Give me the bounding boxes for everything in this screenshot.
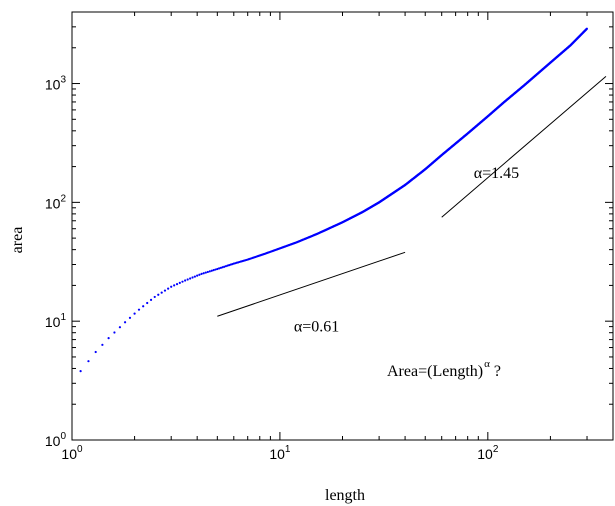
data-point <box>175 283 179 286</box>
data-point <box>160 291 163 294</box>
data-point <box>157 293 160 296</box>
reference-line <box>217 251 406 317</box>
x-tick-exponent: 1 <box>285 444 291 455</box>
y-tick-base: 10 <box>45 314 61 330</box>
data-point <box>200 272 203 275</box>
x-tick-exponent: 0 <box>77 444 83 455</box>
data-point <box>94 350 97 354</box>
data-point <box>170 285 173 288</box>
data-point <box>219 266 222 269</box>
data-point <box>153 295 156 299</box>
data-point <box>212 269 215 272</box>
y-tick-exponent: 2 <box>60 193 66 204</box>
data-point <box>206 270 209 274</box>
data-point <box>123 321 127 324</box>
data-point <box>167 287 170 290</box>
ticks-group <box>71 11 614 441</box>
plot-frame-group <box>71 11 614 441</box>
data-point <box>133 312 136 315</box>
x-tick-base: 10 <box>269 446 285 462</box>
formula-exponent: α <box>484 358 490 370</box>
data-point <box>178 281 181 284</box>
data-point <box>146 301 149 305</box>
x-axis-label: length <box>325 487 365 504</box>
x-tick-base: 10 <box>477 446 493 462</box>
data-point <box>184 279 187 282</box>
data-point <box>149 298 153 302</box>
data-point <box>223 265 226 268</box>
y-tick-exponent: 3 <box>60 75 66 86</box>
data-point <box>101 343 104 346</box>
data-point <box>208 270 211 273</box>
y-tick-base: 10 <box>45 195 61 211</box>
data-point <box>202 272 205 275</box>
formula-annotation: Area=(Length)α ? <box>387 358 501 380</box>
data-series <box>79 27 588 373</box>
data-point <box>137 308 141 311</box>
data-point <box>173 284 176 287</box>
data-point <box>189 277 192 280</box>
annotations: α=0.61 α=1.45 Area=(Length)α ? <box>294 165 519 380</box>
data-point <box>107 337 110 340</box>
x-tick-base: 10 <box>61 446 77 462</box>
x-tick-label: 102 <box>477 444 499 462</box>
data-point <box>193 275 196 278</box>
data-point <box>186 278 189 281</box>
data-point <box>214 268 217 271</box>
data-point <box>191 276 194 279</box>
y-axis-label: area <box>9 227 26 254</box>
data-point <box>113 331 116 334</box>
data-point <box>142 305 145 308</box>
data-point <box>221 266 224 269</box>
y-tick-label: 103 <box>45 75 67 93</box>
data-point <box>198 273 201 276</box>
y-tick-label: 102 <box>45 193 67 211</box>
y-tick-exponent: 1 <box>60 312 66 323</box>
data-point <box>181 280 184 283</box>
data-point <box>79 370 82 373</box>
data-point <box>218 267 221 270</box>
y-tick-exponent: 0 <box>60 431 66 442</box>
y-tick-base: 10 <box>45 77 61 93</box>
reference-lines <box>217 75 607 317</box>
data-point <box>128 316 132 319</box>
reference-line <box>441 75 607 218</box>
data-point <box>204 271 207 274</box>
x-tick-exponent: 2 <box>493 444 499 455</box>
y-tick-label: 100 <box>45 431 67 449</box>
plot-frame <box>71 11 614 441</box>
y-tick-label: 101 <box>45 312 67 330</box>
y-tick-base: 10 <box>45 433 61 449</box>
slope-label: α=0.61 <box>294 318 339 335</box>
x-tick-label: 100 <box>61 444 83 462</box>
data-point <box>118 326 122 329</box>
formula-base: Area=(Length) <box>387 363 483 380</box>
data-point <box>585 27 588 30</box>
formula-suffix: ? <box>490 363 501 380</box>
data-point <box>163 289 167 292</box>
data-point <box>216 267 219 271</box>
slope-label: α=1.45 <box>474 165 519 182</box>
data-point <box>87 360 90 363</box>
x-tick-label: 101 <box>269 444 291 462</box>
data-point <box>210 269 213 272</box>
data-point <box>196 274 199 277</box>
